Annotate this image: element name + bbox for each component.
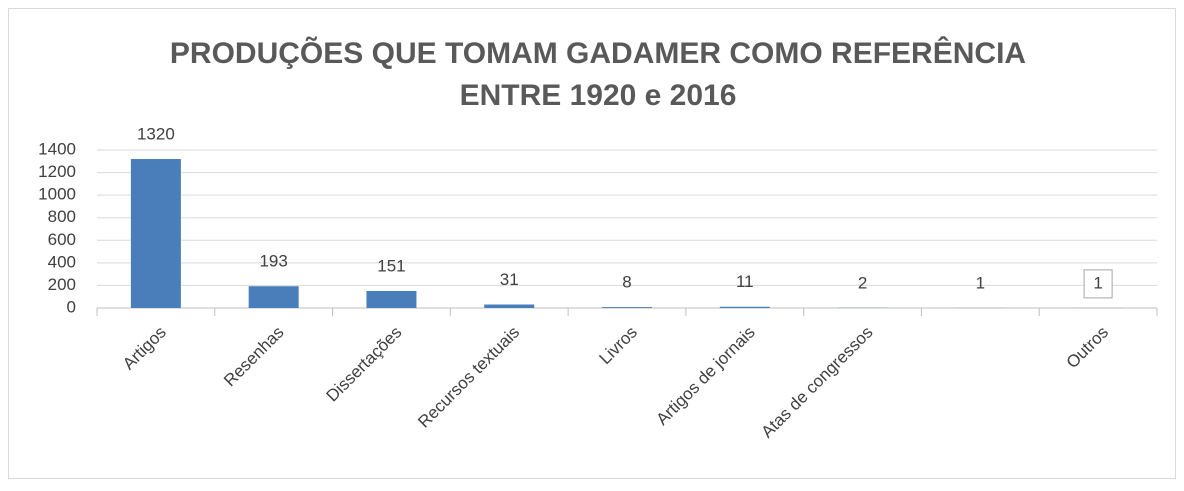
chart-title: ENTRE 1920 e 2016: [460, 79, 737, 112]
data-label: 1320: [137, 125, 175, 144]
y-tick-label: 1200: [38, 162, 76, 181]
chart-title: PRODUÇÕES QUE TOMAM GADAMER COMO REFERÊN…: [170, 36, 1026, 70]
data-label: 8: [622, 273, 631, 292]
y-tick-label: 400: [48, 252, 76, 271]
data-label: 1: [1093, 273, 1102, 292]
y-tick-label: 800: [48, 207, 76, 226]
bar: [720, 307, 770, 308]
data-label: 31: [500, 270, 519, 289]
data-label: 151: [377, 256, 405, 275]
data-label: 2: [858, 273, 867, 292]
y-tick-label: 0: [67, 297, 76, 316]
bar: [131, 159, 181, 308]
bar: [366, 291, 416, 308]
y-tick-label: 1400: [38, 139, 76, 158]
y-tick-label: 600: [48, 230, 76, 249]
bar: [484, 305, 534, 308]
data-label: 11: [736, 272, 754, 291]
bar: [249, 286, 299, 308]
y-tick-label: 200: [48, 275, 76, 294]
data-label: 193: [259, 252, 287, 271]
bar: [602, 307, 652, 308]
y-tick-label: 1000: [38, 185, 76, 204]
data-label: 1: [976, 273, 985, 292]
